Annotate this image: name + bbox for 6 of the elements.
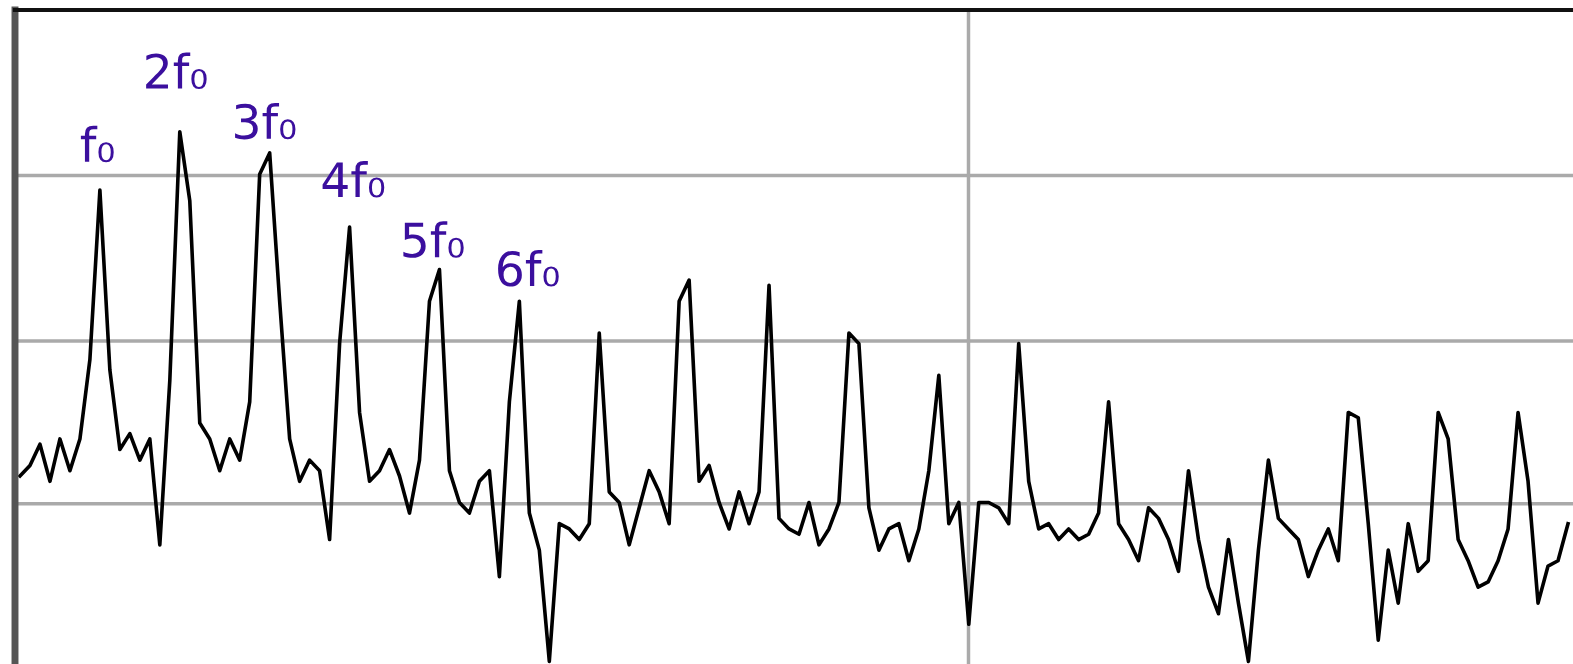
annotation: 5f₀ <box>403 221 464 258</box>
annotation: f₀ <box>80 125 114 163</box>
text: 2f₀ <box>146 52 207 89</box>
annotation: 3f₀ <box>235 102 296 140</box>
annotation: 4f₀ <box>322 161 385 198</box>
annotation: 6f₀ <box>498 250 559 287</box>
